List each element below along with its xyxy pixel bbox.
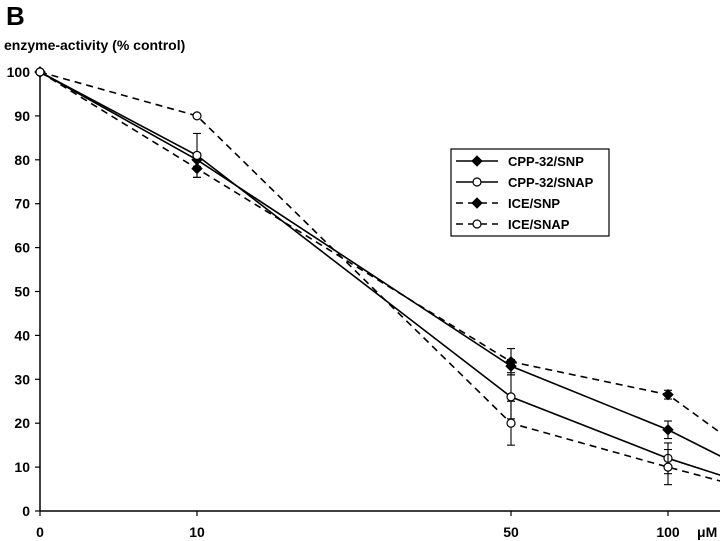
y-tick-label: 80 <box>14 152 30 168</box>
legend-label-cpp-32-snp: CPP-32/SNP <box>508 154 584 169</box>
point-ice-snap <box>506 418 516 428</box>
y-tick-label: 40 <box>14 327 30 343</box>
y-tick-label: 100 <box>7 64 31 80</box>
legend-marker-ice-snap <box>472 219 482 229</box>
legend-label-cpp-32-snap: CPP-32/SNAP <box>508 175 594 190</box>
legend-marker-cpp-32-snap <box>472 177 482 187</box>
point-ice-snap <box>35 67 45 77</box>
y-tick-label: 70 <box>14 196 30 212</box>
point-cpp-32-snap <box>192 150 202 161</box>
series-line-ice-snp <box>39 71 720 434</box>
y-tick-label: 50 <box>14 284 30 300</box>
panel-label: B <box>6 1 25 31</box>
legend-label-ice-snap: ICE/SNAP <box>508 217 570 232</box>
point-ice-snp <box>191 162 203 175</box>
series-line-cpp-32-snap <box>39 71 720 476</box>
legend-marker-ice-snp <box>471 197 483 209</box>
y-axis-label: enzyme-activity (% control) <box>4 37 185 53</box>
x-tick-label: 0 <box>36 524 44 540</box>
y-tick-label: 10 <box>14 459 30 475</box>
point-ice-snap <box>663 462 673 472</box>
y-tick-label: 30 <box>14 371 30 387</box>
series-line-cpp-32-snp <box>39 71 720 457</box>
point-cpp-32-snap <box>506 392 516 402</box>
x-axis-unit: μM <box>697 524 717 540</box>
y-tick-label: 90 <box>14 108 30 124</box>
series-line-ice-snap <box>39 71 720 482</box>
legend: CPP-32/SNP CPP-32/SNAP ICE/SNP ICE/SNAP <box>450 148 610 237</box>
x-tick-label: 100 <box>656 524 680 540</box>
point-ice-snp <box>505 356 517 368</box>
legend-label-ice-snp: ICE/SNP <box>508 196 560 211</box>
x-tick-label: 10 <box>189 524 205 540</box>
x-tick-label: 50 <box>503 524 519 540</box>
plot-area: 010203040506070809010001050100500// <box>7 64 720 540</box>
y-tick-label: 20 <box>14 415 30 431</box>
point-ice-snp <box>662 388 674 401</box>
point-cpp-32-snp <box>662 424 674 436</box>
point-ice-snap <box>192 111 202 121</box>
legend-marker-cpp-32-snp <box>471 155 483 167</box>
y-tick-label: 0 <box>22 503 30 519</box>
y-tick-label: 60 <box>14 240 30 256</box>
